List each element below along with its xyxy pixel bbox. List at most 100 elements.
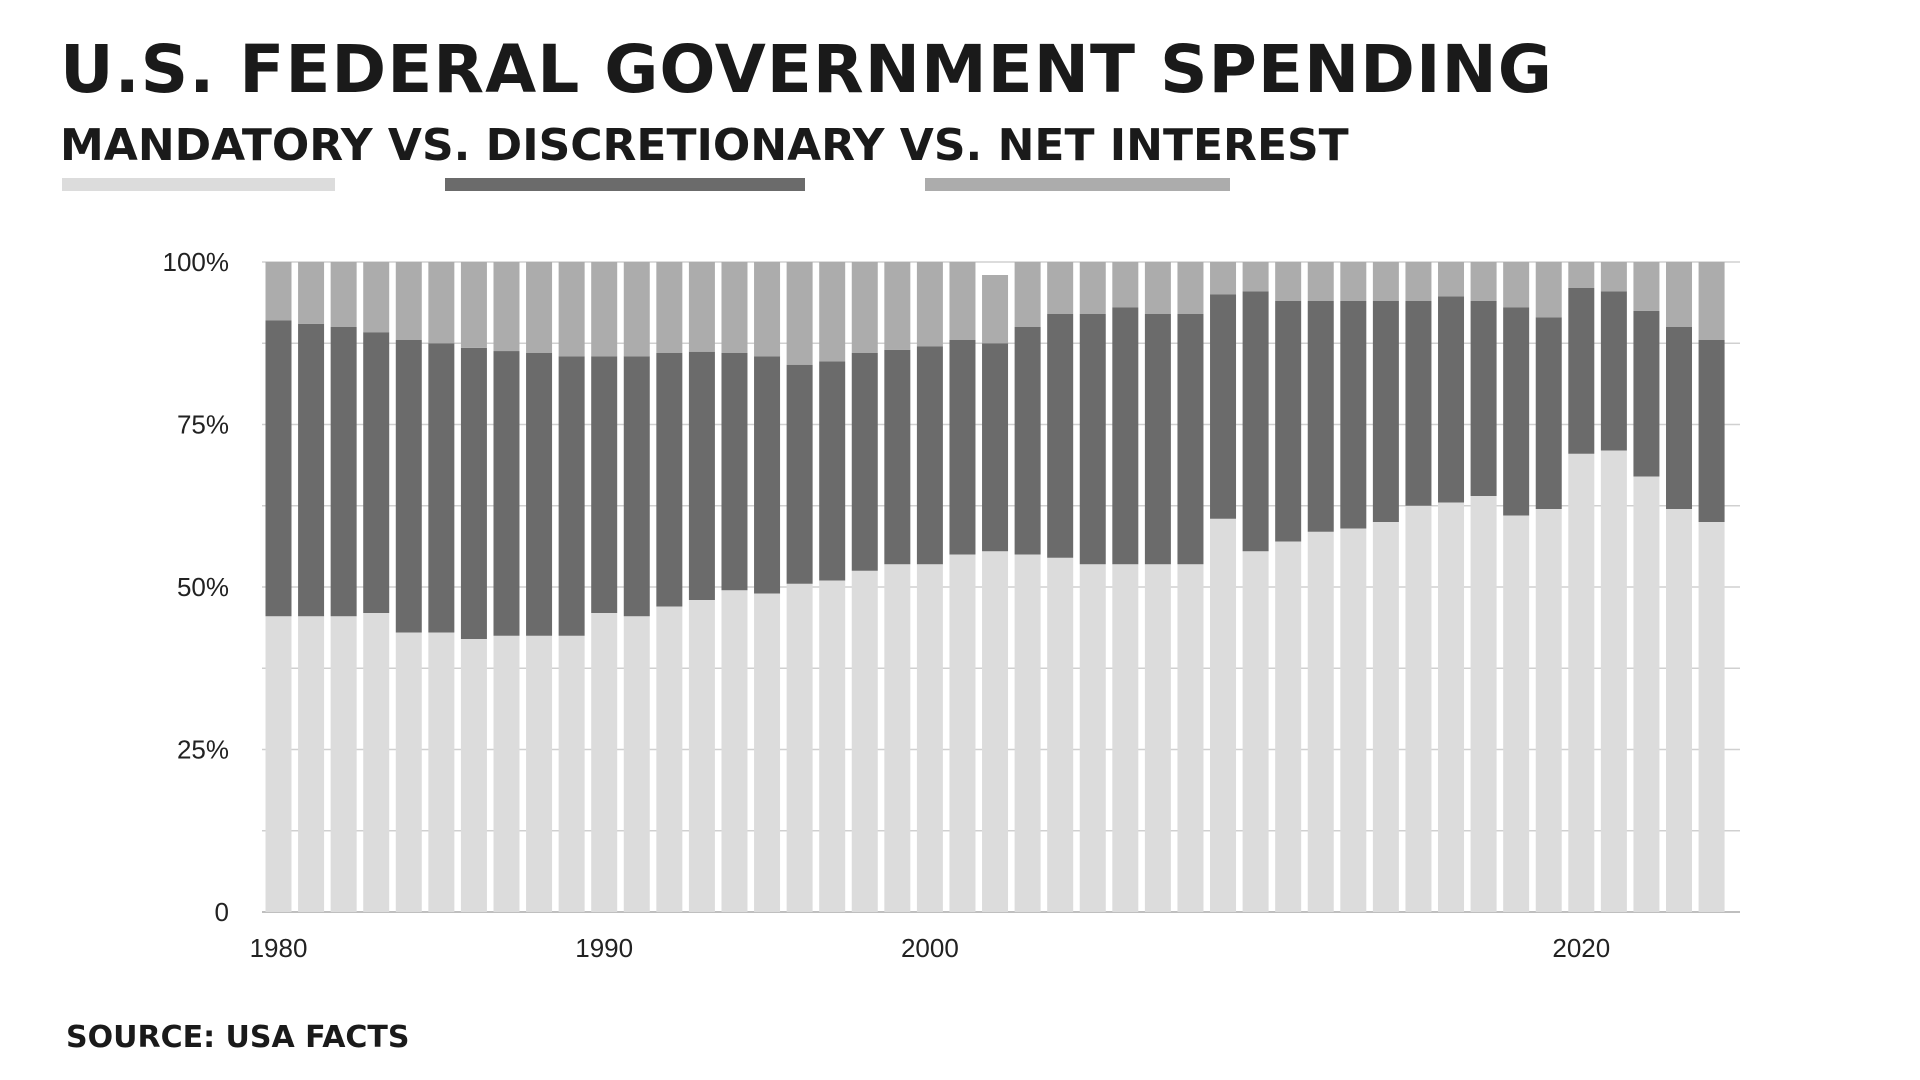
bar-segment-discretionary bbox=[1242, 291, 1269, 552]
bar-segment-net-interest bbox=[623, 262, 650, 357]
bar-stack bbox=[884, 262, 911, 912]
source-note: SOURCE: USA FACTS bbox=[66, 1020, 410, 1055]
bar-segment-discretionary bbox=[1633, 310, 1660, 477]
bar-segment-discretionary bbox=[526, 353, 553, 636]
bar-stack bbox=[688, 262, 715, 912]
bar-segment-discretionary bbox=[786, 364, 813, 584]
bar-segment-discretionary bbox=[1535, 317, 1562, 509]
x-tick-label: 2020 bbox=[1552, 933, 1610, 963]
bar-segment-net-interest bbox=[493, 262, 520, 352]
bar-segment-net-interest bbox=[1666, 262, 1693, 327]
bar-segment-discretionary bbox=[1014, 327, 1041, 555]
bar-segment-discretionary bbox=[1503, 307, 1530, 516]
bar-segment-discretionary bbox=[1405, 301, 1432, 506]
bar-segment-discretionary bbox=[1340, 301, 1367, 529]
bar-stack bbox=[786, 262, 813, 912]
bar-segment-net-interest bbox=[1405, 262, 1432, 301]
bar-segment-mandatory bbox=[591, 613, 618, 912]
bar-segment-mandatory bbox=[1600, 450, 1627, 912]
bar-segment-mandatory bbox=[688, 600, 715, 912]
bar-segment-mandatory bbox=[1438, 502, 1465, 912]
bar-segment-discretionary bbox=[1568, 288, 1595, 454]
bar-segment-mandatory bbox=[1535, 509, 1562, 912]
bar-segment-net-interest bbox=[1144, 262, 1171, 314]
bar-segment-mandatory bbox=[786, 583, 813, 912]
bar-stack bbox=[721, 262, 748, 912]
bar-stack bbox=[428, 262, 455, 912]
axes: 0 25% 50% 75% 100% 1980 1990 2000 2020 bbox=[163, 247, 1611, 963]
bar-stack bbox=[330, 262, 357, 912]
bar-segment-mandatory bbox=[1470, 496, 1497, 912]
bar-segment-net-interest bbox=[1177, 262, 1204, 314]
bar-segment-net-interest bbox=[1014, 262, 1041, 327]
bar-segment-discretionary bbox=[1372, 301, 1399, 522]
bar-stack bbox=[460, 262, 487, 912]
bar-segment-discretionary bbox=[1666, 327, 1693, 509]
y-tick-label: 100% bbox=[163, 247, 230, 277]
bar-segment-net-interest bbox=[982, 275, 1009, 344]
bar-segment-discretionary bbox=[819, 361, 846, 581]
bar-segment-net-interest bbox=[591, 262, 618, 357]
bar-segment-net-interest bbox=[656, 262, 683, 353]
bar-segment-mandatory bbox=[1372, 522, 1399, 912]
bar-segment-net-interest bbox=[1633, 262, 1660, 311]
legend-swatch-discretionary bbox=[445, 178, 805, 191]
bar-stack bbox=[851, 262, 878, 912]
bar-segment-discretionary bbox=[363, 332, 390, 613]
bar-segment-discretionary bbox=[754, 356, 781, 594]
bar-segment-net-interest bbox=[1275, 262, 1302, 301]
bar-segment-net-interest bbox=[688, 262, 715, 352]
bar-segment-discretionary bbox=[330, 327, 357, 617]
bar-segment-net-interest bbox=[916, 262, 943, 347]
x-tick-label: 1980 bbox=[250, 933, 308, 963]
bar-segment-mandatory bbox=[1177, 564, 1204, 912]
bar-segment-discretionary bbox=[1438, 296, 1465, 503]
y-tick-label: 50% bbox=[177, 572, 229, 602]
bar-segment-net-interest bbox=[1470, 262, 1497, 301]
bar-segment-discretionary bbox=[1047, 314, 1074, 558]
bar-segment-discretionary bbox=[1079, 314, 1106, 565]
legend-swatch-net-interest bbox=[925, 178, 1230, 191]
bar-segment-discretionary bbox=[591, 356, 618, 613]
bar-segment-net-interest bbox=[786, 262, 813, 365]
bar-segment-mandatory bbox=[916, 564, 943, 912]
bar-segment-net-interest bbox=[851, 262, 878, 353]
bar-segment-mandatory bbox=[363, 613, 390, 912]
bar-segment-net-interest bbox=[1535, 262, 1562, 318]
bar-segment-discretionary bbox=[558, 356, 585, 636]
bar-segment-mandatory bbox=[1144, 564, 1171, 912]
x-tick-label: 2000 bbox=[901, 933, 959, 963]
bar-segment-mandatory bbox=[526, 635, 553, 912]
bar-segment-mandatory bbox=[1112, 564, 1139, 912]
bar-segment-discretionary bbox=[395, 340, 422, 633]
bar-segment-net-interest bbox=[363, 262, 390, 333]
bar-segment-discretionary bbox=[428, 343, 455, 633]
bar-stack bbox=[265, 262, 292, 912]
bar-segment-net-interest bbox=[884, 262, 911, 350]
bar-segment-mandatory bbox=[949, 554, 976, 912]
bar-segment-mandatory bbox=[298, 616, 325, 912]
bar-stack bbox=[1633, 262, 1660, 912]
y-tick-label: 25% bbox=[177, 735, 229, 765]
bar-segment-mandatory bbox=[1079, 564, 1106, 912]
bar-segment-discretionary bbox=[460, 347, 487, 639]
bar-segment-net-interest bbox=[265, 262, 292, 321]
bar-segment-net-interest bbox=[428, 262, 455, 344]
bar-stack bbox=[1698, 262, 1725, 912]
bar-stack bbox=[1242, 262, 1269, 912]
bar-segment-net-interest bbox=[460, 262, 487, 348]
bar-stack bbox=[1014, 262, 1041, 912]
bar-stack bbox=[493, 262, 520, 912]
bar-stack bbox=[558, 262, 585, 912]
bar-stack bbox=[982, 275, 1009, 912]
bar-stack bbox=[1210, 262, 1237, 912]
bar-segment-net-interest bbox=[1698, 262, 1725, 340]
bar-segment-discretionary bbox=[623, 356, 650, 617]
bar-segment-net-interest bbox=[330, 262, 357, 327]
bar-segment-net-interest bbox=[754, 262, 781, 357]
bar-stack bbox=[1275, 262, 1302, 912]
bar-segment-mandatory bbox=[428, 632, 455, 912]
bar-segment-mandatory bbox=[754, 593, 781, 912]
bar-segment-discretionary bbox=[851, 353, 878, 571]
bar-stack bbox=[1372, 262, 1399, 912]
